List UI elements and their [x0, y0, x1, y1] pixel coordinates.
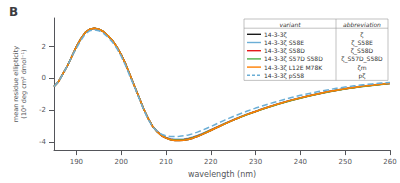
svg-text:250: 250: [339, 158, 352, 166]
svg-text:variant: variant: [279, 21, 301, 28]
svg-text:14-3-3ζ S58E: 14-3-3ζ S58E: [264, 39, 304, 47]
svg-text:210: 210: [159, 158, 172, 166]
svg-text:220: 220: [204, 158, 217, 166]
svg-text:240: 240: [294, 158, 307, 166]
svg-text:abbreviation: abbreviation: [343, 21, 381, 28]
svg-text:260: 260: [383, 158, 396, 166]
svg-text:ζ_S57D_S58D: ζ_S57D_S58D: [341, 55, 383, 63]
svg-text:pζ: pζ: [358, 72, 365, 80]
svg-text:ζ_S58D: ζ_S58D: [351, 47, 374, 55]
svg-text:-2: -2: [39, 106, 46, 114]
svg-text:14-3-3ζ L12E M78K: 14-3-3ζ L12E M78K: [264, 64, 323, 72]
svg-text:-4: -4: [39, 138, 47, 146]
svg-text:0: 0: [42, 74, 46, 82]
svg-text:2: 2: [42, 43, 46, 51]
svg-text:200: 200: [115, 158, 128, 166]
svg-text:wavelength (nm): wavelength (nm): [188, 170, 256, 179]
svg-text:230: 230: [249, 158, 262, 166]
svg-text:ζm: ζm: [357, 64, 366, 72]
svg-text:ζ_S58E: ζ_S58E: [351, 39, 373, 47]
svg-text:ζ: ζ: [360, 31, 363, 39]
svg-text:B: B: [9, 5, 18, 19]
svg-text:14-3-3ζ pS58: 14-3-3ζ pS58: [264, 72, 304, 80]
svg-text:14-3-3ζ S58D: 14-3-3ζ S58D: [264, 47, 305, 55]
svg-text:(10⁴ deg cm² dmol⁻¹): (10⁴ deg cm² dmol⁻¹): [20, 49, 28, 118]
svg-text:14-3-3ζ: 14-3-3ζ: [264, 31, 287, 39]
svg-text:14-3-3ζ S57D S58D: 14-3-3ζ S57D S58D: [264, 55, 323, 63]
svg-text:mean residue ellipticity: mean residue ellipticity: [12, 46, 20, 122]
svg-text:190: 190: [70, 158, 83, 166]
